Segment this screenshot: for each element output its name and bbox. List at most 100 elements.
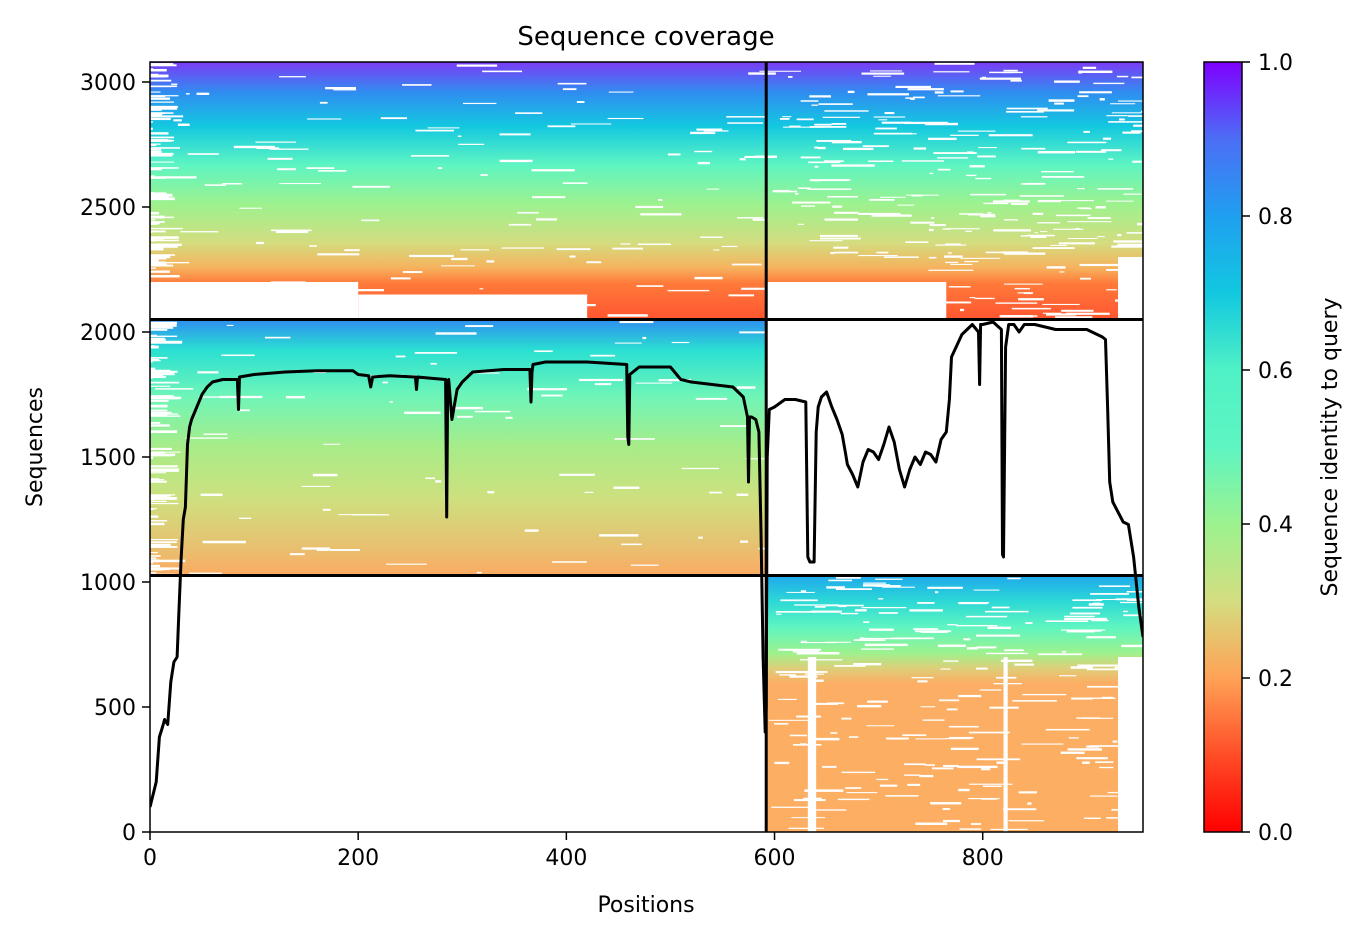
gap-segment bbox=[1018, 298, 1044, 301]
gap-segment bbox=[150, 395, 174, 397]
gap-segment bbox=[1006, 110, 1044, 113]
gap-segment bbox=[869, 70, 903, 72]
gap-segment bbox=[1055, 316, 1093, 319]
gap-segment bbox=[1107, 791, 1143, 794]
gap-segment bbox=[1041, 176, 1085, 178]
gap-segment bbox=[965, 174, 977, 177]
gap-segment bbox=[740, 540, 749, 543]
gap-segment bbox=[239, 207, 262, 209]
gap-segment bbox=[279, 182, 321, 185]
gap-segment bbox=[796, 715, 822, 718]
gap-segment bbox=[800, 205, 816, 207]
gap-segment bbox=[1050, 244, 1067, 246]
gap-segment bbox=[996, 676, 1017, 679]
gap-segment bbox=[150, 555, 161, 557]
gap-segment bbox=[778, 648, 822, 651]
gap-segment bbox=[929, 172, 934, 175]
gap-segment bbox=[681, 467, 720, 470]
gap-segment bbox=[935, 591, 939, 594]
gap-segment bbox=[150, 522, 165, 526]
gap-segment bbox=[978, 147, 997, 149]
gap-segment bbox=[352, 185, 390, 188]
gap-segment bbox=[736, 493, 749, 496]
gap-segment bbox=[150, 256, 163, 259]
gap-segment bbox=[811, 179, 821, 182]
gap-segment bbox=[979, 689, 1002, 691]
colorbar-title: Sequence identity to query bbox=[1318, 297, 1343, 596]
gap-segment bbox=[788, 827, 825, 829]
gap-segment bbox=[1048, 99, 1075, 102]
gap-segment bbox=[1114, 666, 1120, 670]
gap-segment bbox=[150, 115, 184, 118]
gap-segment bbox=[150, 101, 174, 103]
gap-segment bbox=[150, 367, 156, 370]
gap-segment bbox=[1037, 222, 1061, 224]
gap-segment bbox=[700, 236, 723, 239]
y-axis-title: Sequences bbox=[23, 387, 48, 507]
gap-segment bbox=[831, 123, 847, 125]
gap-segment bbox=[613, 486, 640, 489]
gap-segment bbox=[1111, 112, 1142, 114]
gap-segment bbox=[480, 174, 488, 176]
gap-segment bbox=[885, 795, 919, 797]
gap-segment bbox=[949, 736, 974, 739]
gap-segment bbox=[950, 134, 979, 136]
gap-segment bbox=[895, 85, 931, 89]
gap-segment bbox=[846, 792, 878, 794]
gap-segment bbox=[858, 212, 901, 215]
gap-column bbox=[1003, 657, 1008, 832]
gap-segment bbox=[835, 588, 872, 591]
gap-segment bbox=[306, 167, 335, 169]
gap-segment bbox=[1139, 295, 1143, 298]
gap-segment bbox=[1010, 203, 1029, 205]
gap-segment bbox=[150, 567, 183, 570]
gap-segment bbox=[1079, 263, 1120, 267]
gap-segment bbox=[150, 377, 153, 379]
gap-segment bbox=[836, 576, 861, 579]
gap-segment bbox=[1082, 66, 1097, 69]
gap-segment bbox=[165, 261, 190, 264]
gap-segment bbox=[1046, 266, 1066, 269]
gap-segment bbox=[151, 197, 175, 199]
gap-segment bbox=[797, 223, 804, 225]
gap-segment bbox=[915, 822, 948, 825]
gap-segment bbox=[858, 254, 898, 257]
x-tick-label: 200 bbox=[337, 846, 379, 871]
gap-segment bbox=[876, 251, 889, 254]
gap-segment bbox=[451, 257, 468, 261]
gap-segment bbox=[524, 529, 539, 532]
gap-segment bbox=[811, 610, 842, 613]
gap-segment bbox=[150, 239, 179, 242]
gap-segment bbox=[1014, 663, 1035, 666]
gap-segment bbox=[584, 491, 594, 494]
gap-segment bbox=[988, 134, 1033, 137]
gap-segment bbox=[150, 275, 180, 278]
gap-segment bbox=[552, 561, 587, 563]
gap-segment bbox=[782, 116, 792, 118]
gap-segment bbox=[150, 544, 157, 548]
gap-segment bbox=[150, 494, 176, 496]
gap-segment bbox=[861, 606, 907, 609]
gap-segment bbox=[527, 388, 567, 391]
gap-segment bbox=[1039, 231, 1048, 233]
gap-segment bbox=[799, 743, 807, 745]
gap-segment bbox=[814, 146, 819, 149]
gap-segment bbox=[1046, 313, 1077, 316]
gap-segment bbox=[739, 331, 771, 334]
gap-segment bbox=[804, 673, 825, 675]
gap-segment bbox=[1137, 222, 1143, 226]
gap-segment bbox=[612, 247, 644, 250]
gap-segment bbox=[562, 88, 577, 91]
gap-segment bbox=[861, 648, 894, 650]
gap-segment bbox=[486, 260, 495, 263]
gap-segment bbox=[163, 290, 174, 292]
gap-segment bbox=[150, 370, 178, 373]
gap-segment bbox=[1032, 212, 1044, 215]
gap-segment bbox=[1012, 700, 1057, 702]
gap-segment bbox=[1064, 617, 1107, 621]
gap-segment bbox=[843, 147, 874, 151]
gap-segment bbox=[969, 297, 976, 299]
gap-segment bbox=[876, 778, 889, 781]
gap-segment bbox=[791, 201, 831, 204]
gap-segment bbox=[150, 192, 167, 195]
